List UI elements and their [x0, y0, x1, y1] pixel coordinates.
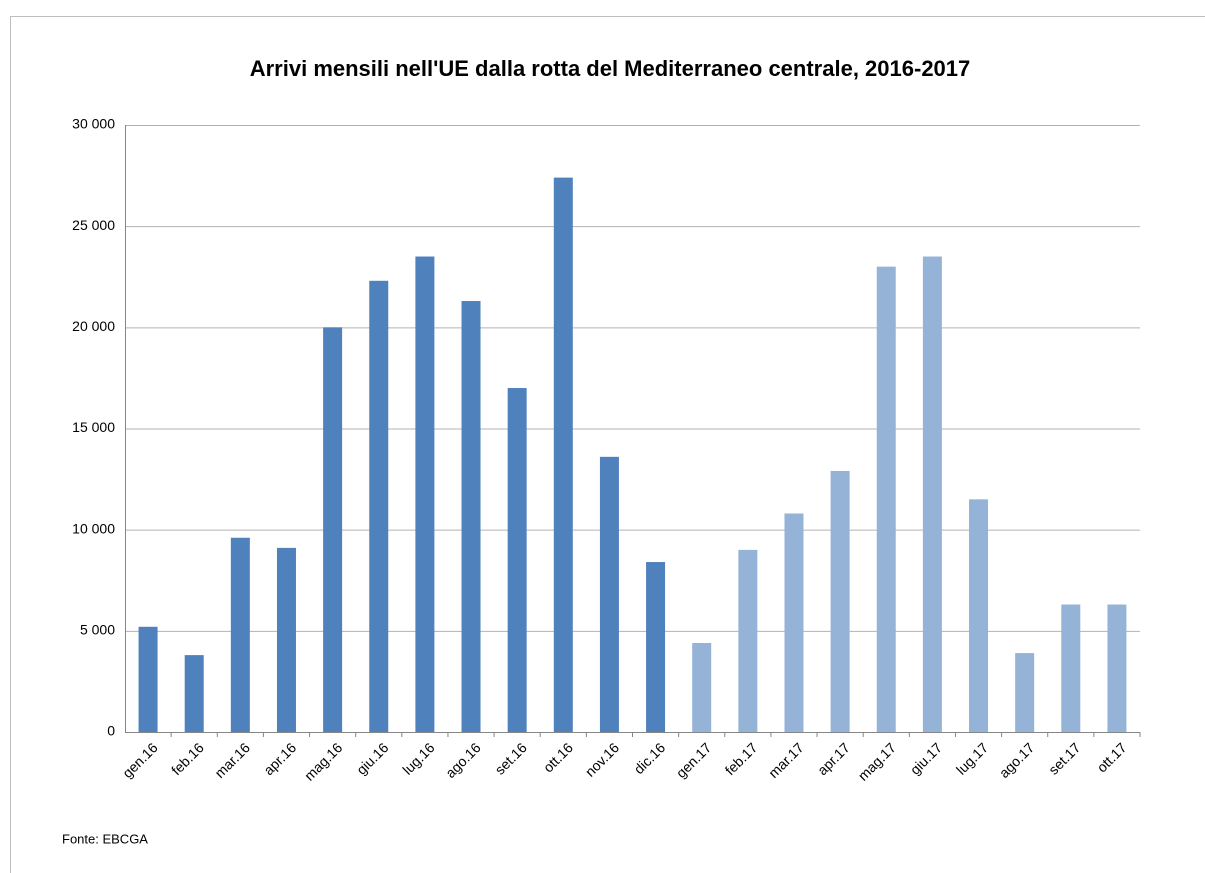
x-tick-label: mar.17	[765, 739, 807, 781]
x-tick-label: mag.17	[855, 739, 899, 783]
bar	[876, 266, 896, 732]
y-tick-label: 20 000	[72, 318, 115, 334]
x-tick-label: gen.17	[673, 739, 715, 781]
y-tick-label: 15 000	[72, 419, 115, 435]
bar	[784, 513, 804, 732]
bar	[1015, 653, 1035, 732]
x-tick-label: gen.16	[119, 739, 161, 781]
bar	[646, 562, 666, 732]
bar	[230, 537, 250, 732]
bar	[415, 256, 435, 732]
x-tick-label: apr.16	[260, 739, 299, 778]
bar	[692, 642, 712, 732]
x-tick-label: ago.17	[996, 739, 1038, 781]
bar	[138, 626, 158, 732]
bar	[599, 456, 619, 732]
x-tick-label: mag.16	[301, 739, 345, 783]
bar	[1107, 604, 1127, 732]
x-tick-label: set.17	[1045, 739, 1083, 777]
y-tick-label: 30 000	[72, 116, 115, 132]
x-tick-label: apr.17	[814, 739, 853, 778]
chart-title: Arrivi mensili nell'UE dalla rotta del M…	[250, 56, 971, 81]
bar	[553, 177, 573, 732]
x-tick-label: dic.16	[631, 739, 669, 777]
bar	[738, 549, 758, 732]
bar	[276, 547, 296, 732]
x-tick-label: ago.16	[442, 739, 484, 781]
x-tick-label: feb.16	[168, 739, 207, 778]
x-tick-label: ott.16	[540, 739, 576, 775]
chart-frame	[10, 16, 1205, 873]
x-tick-label: nov.16	[582, 739, 622, 779]
bar	[507, 388, 527, 732]
x-tick-label: giu.16	[353, 739, 391, 777]
x-tick-label: feb.17	[722, 739, 761, 778]
y-tick-label: 10 000	[72, 520, 115, 536]
bar	[969, 499, 989, 732]
x-tick-label: mar.16	[211, 739, 253, 781]
y-tick-label: 5 000	[80, 622, 115, 638]
bar	[922, 256, 942, 732]
x-tick-label: lug.16	[399, 739, 437, 777]
bar	[184, 655, 204, 732]
y-tick-label: 0	[107, 723, 115, 739]
bar	[369, 280, 389, 732]
bar	[461, 301, 481, 732]
source-note: Fonte: EBCGA	[62, 831, 148, 846]
x-tick-label: ott.17	[1094, 739, 1130, 775]
y-tick-label: 25 000	[72, 217, 115, 233]
bar	[1061, 604, 1081, 732]
x-tick-label: set.16	[492, 739, 530, 777]
x-tick-label: giu.17	[907, 739, 945, 777]
bar	[323, 327, 343, 732]
x-tick-label: lug.17	[953, 739, 991, 777]
bar	[830, 470, 850, 732]
